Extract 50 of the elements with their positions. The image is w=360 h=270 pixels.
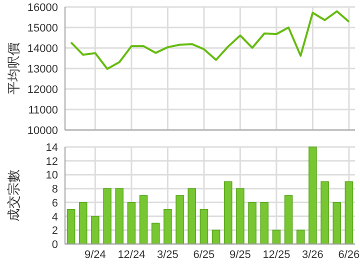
y-tick-label: 4 (52, 211, 58, 224)
x-tick-label: 3/26 (302, 249, 324, 261)
y-axis-title: 平均呎價 (6, 42, 21, 94)
y-tick-label: 8 (52, 184, 58, 196)
bar (236, 188, 244, 244)
bar (164, 208, 172, 244)
y-tick-label: 16000 (27, 2, 58, 14)
bar (127, 202, 136, 244)
x-tick-label: 6/26 (338, 249, 360, 261)
bar (320, 181, 329, 244)
bar (115, 188, 124, 244)
bar (103, 188, 112, 244)
y-tick-label: 11000 (28, 104, 58, 116)
bar (224, 181, 232, 244)
y-tick-label: 13000 (27, 64, 58, 76)
bar (200, 208, 208, 244)
bar (284, 195, 293, 244)
y-tick-label: 15000 (27, 22, 58, 34)
y-tick-label: 14 (46, 142, 58, 154)
y-tick-label: 14000 (27, 43, 58, 55)
bar (151, 222, 160, 244)
x-tick-label: 6/25 (193, 249, 215, 261)
bar (272, 230, 281, 244)
bar (78, 202, 88, 244)
bar (332, 202, 342, 244)
bar (139, 195, 148, 244)
x-tick-label: 9/25 (229, 249, 251, 261)
bar (176, 195, 184, 244)
bar (188, 188, 196, 244)
y-tick-label: 6 (52, 197, 58, 210)
bar (344, 181, 354, 244)
bar (212, 230, 220, 244)
y-tick-label: 10 (46, 170, 58, 182)
bar (260, 202, 269, 244)
bar (248, 202, 256, 244)
x-tick-label: 12/25 (262, 249, 290, 261)
y-tick-label: 0 (52, 239, 58, 251)
bar (91, 216, 100, 244)
bar (296, 230, 305, 244)
x-tick-label: 3/25 (156, 249, 178, 261)
x-tick-label: 9/24 (84, 249, 106, 261)
bar (308, 146, 317, 244)
y-axis-title: 成交宗數 (6, 170, 21, 222)
x-tick-label: 12/24 (118, 249, 146, 261)
bar (66, 208, 76, 244)
y-tick-label: 2 (52, 225, 58, 238)
y-tick-label: 10000 (27, 125, 58, 137)
line-series (70, 10, 350, 70)
y-tick-label: 12 (46, 156, 58, 168)
y-tick-label: 12000 (27, 84, 58, 96)
